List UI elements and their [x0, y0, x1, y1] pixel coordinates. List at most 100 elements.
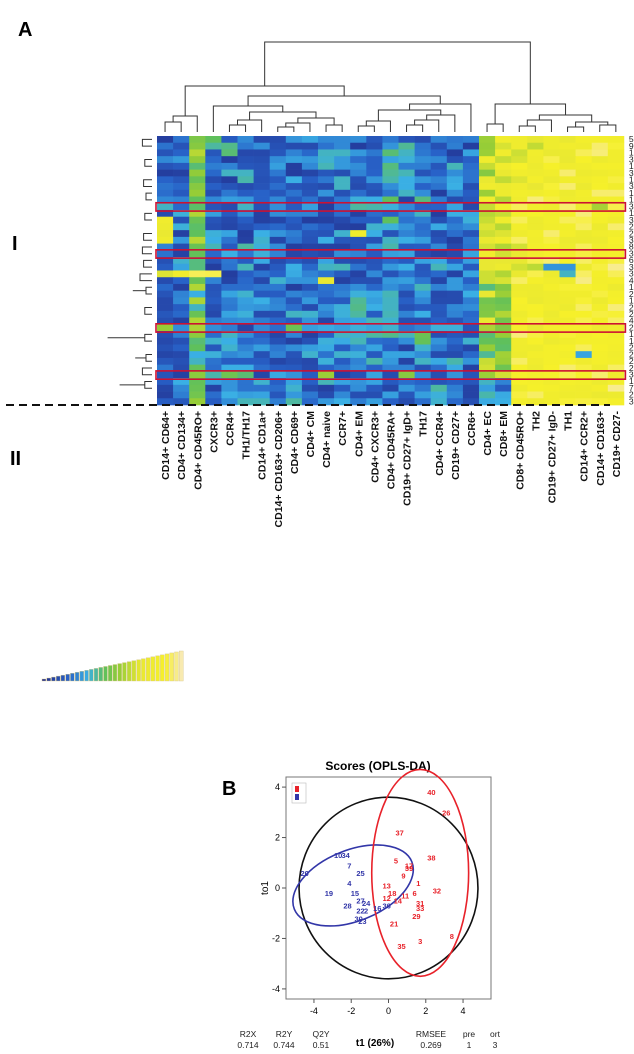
heatmap-cell	[527, 257, 544, 265]
heatmap-cell	[285, 317, 303, 325]
panel-b-label: B	[222, 778, 236, 800]
heatmap-cell	[350, 290, 367, 298]
heatmap-cell	[334, 283, 351, 292]
heatmap-cell	[237, 398, 254, 406]
heatmap-cell	[334, 196, 351, 204]
heatmap-cell	[446, 176, 464, 184]
score-point: 33	[416, 904, 424, 913]
heatmap-cell	[382, 203, 399, 211]
heatmap-cell	[253, 290, 271, 298]
heatmap-cell	[318, 162, 335, 170]
heatmap-cell	[173, 391, 190, 399]
heatmap-cell	[543, 304, 560, 312]
heatmap-cell	[543, 183, 560, 191]
column-label: CD4+ EC	[482, 411, 494, 456]
heatmap-cell	[350, 398, 367, 406]
heatmap-cell	[269, 378, 287, 386]
heatmap-cell	[205, 277, 222, 285]
heatmap-cell	[205, 236, 222, 244]
heatmap-cell	[157, 169, 174, 177]
heatmap-cell	[318, 310, 335, 318]
heatmap-cell	[334, 290, 351, 298]
heatmap-cells	[157, 136, 625, 406]
heatmap-cell	[189, 384, 206, 392]
heatmap-cell	[575, 391, 593, 399]
heatmap-cell	[430, 230, 448, 238]
heatmap-cell	[237, 331, 254, 339]
heatmap-cell	[334, 378, 351, 386]
row-label: 33	[629, 168, 634, 178]
heatmap-cell	[382, 136, 399, 144]
color-key-swatch	[117, 663, 122, 682]
heatmap-cell	[543, 230, 560, 238]
heatmap-cell	[189, 216, 206, 224]
heatmap-cell	[157, 290, 174, 298]
heatmap-cell	[495, 317, 512, 325]
score-ellipse	[370, 768, 470, 978]
heatmap-cell	[479, 169, 496, 177]
heatmap-cell	[350, 391, 367, 399]
panel-a: A I II 591391333123118173211329213583863…	[6, 19, 634, 682]
row-label: 13	[629, 161, 634, 171]
heatmap-cell	[382, 317, 399, 325]
heatmap-cell	[527, 142, 544, 150]
row-dendrogram-branch	[139, 273, 152, 282]
heatmap-cell	[205, 189, 222, 197]
heatmap-cell	[559, 243, 576, 251]
heatmap-cell	[511, 136, 528, 144]
heatmap-cell	[318, 317, 335, 325]
heatmap-cell	[398, 283, 415, 292]
heatmap-cell	[189, 236, 206, 244]
row-dendrogram-branch	[145, 286, 152, 295]
heatmap-cell	[575, 243, 593, 251]
heatmap-cell	[318, 189, 335, 197]
heatmap-cell	[253, 371, 271, 379]
heatmap-cell	[559, 169, 576, 177]
heatmap-cell	[446, 317, 464, 325]
heatmap-cell	[285, 331, 303, 339]
row-label: 17	[629, 195, 634, 205]
heatmap-cell	[575, 331, 593, 339]
heatmap-cell	[446, 169, 464, 177]
heatmap-cell	[398, 277, 415, 285]
heatmap-cell	[301, 290, 319, 298]
heatmap-cell	[253, 283, 271, 292]
heatmap-cell	[527, 270, 544, 278]
heatmap-cell	[237, 317, 254, 325]
heatmap-cell	[350, 310, 367, 318]
heatmap-cell	[543, 277, 560, 285]
heatmap-cell	[382, 357, 399, 365]
heatmap-cell	[591, 337, 609, 345]
heatmap-cell	[382, 142, 399, 150]
heatmap-cell	[446, 371, 464, 379]
heatmap-cell	[446, 283, 464, 292]
heatmap-cell	[301, 283, 319, 292]
heatmap-cell	[414, 398, 432, 406]
heatmap-cell	[607, 391, 625, 399]
heatmap-cell	[607, 136, 625, 144]
heatmap-cell	[511, 304, 528, 312]
heatmap-cell	[318, 223, 335, 231]
heatmap-cell	[446, 162, 464, 170]
heatmap-cell	[398, 169, 415, 177]
heatmap-cell	[479, 297, 496, 305]
heatmap-cell	[446, 391, 464, 399]
heatmap-cell	[511, 391, 528, 399]
heatmap-cell	[398, 371, 415, 379]
heatmap-cell	[479, 344, 496, 352]
heatmap-cell	[189, 243, 206, 251]
heatmap-cell	[575, 183, 593, 191]
heatmap-cell	[575, 169, 593, 177]
heatmap-cell	[559, 304, 576, 312]
row-labels: 5913913331231181732113292135838637364016…	[629, 134, 634, 406]
heatmap-cell	[366, 364, 383, 372]
heatmap-cell	[189, 136, 206, 144]
heatmap-cell	[511, 196, 528, 204]
heatmap-cell	[559, 142, 576, 150]
heatmap-cell	[462, 391, 480, 399]
heatmap-cell	[414, 304, 432, 312]
heatmap-cell	[591, 304, 609, 312]
heatmap-cell	[237, 209, 254, 218]
heatmap-cell	[543, 156, 560, 164]
heatmap-cell	[559, 277, 576, 285]
